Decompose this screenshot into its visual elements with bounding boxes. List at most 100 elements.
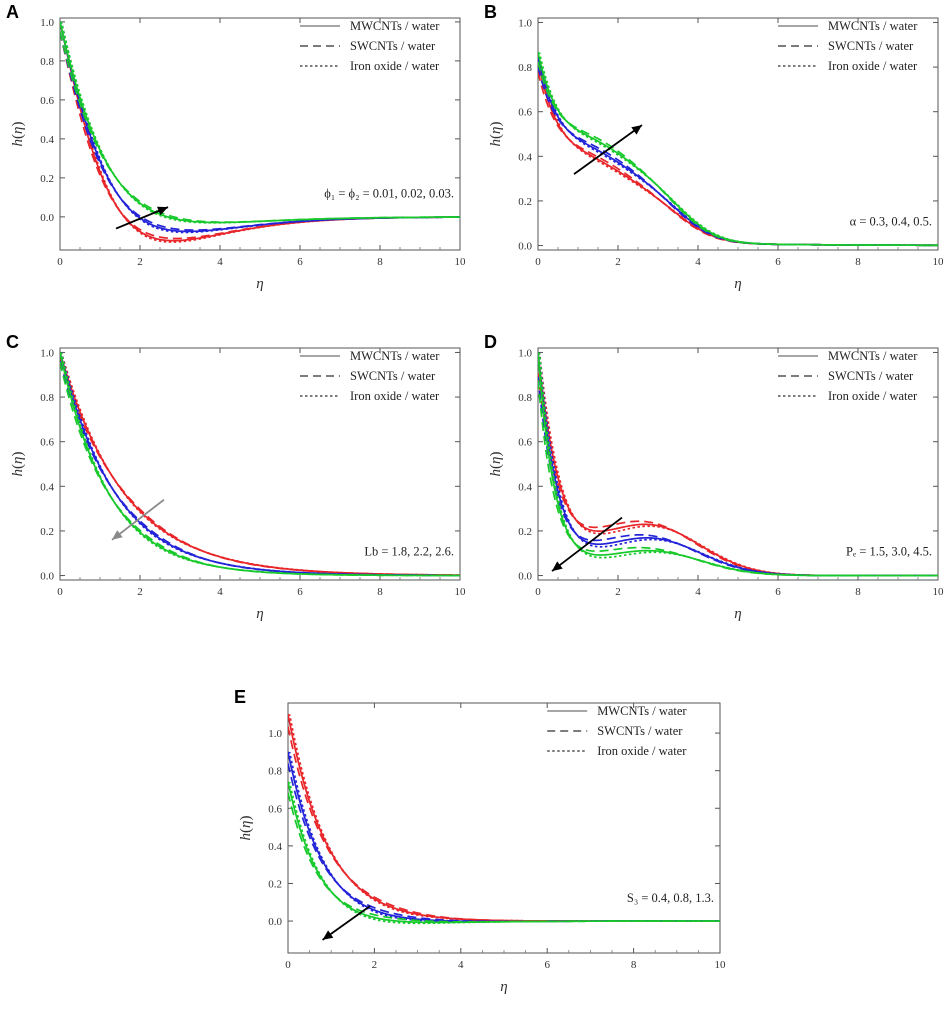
legend-entry: MWCNTs / water	[597, 704, 687, 718]
legend-entry: MWCNTs / water	[828, 349, 918, 363]
legend-entry: MWCNTs / water	[350, 19, 440, 33]
legend-entry: MWCNTs / water	[350, 349, 440, 363]
x-tick-label: 10	[455, 256, 467, 268]
x-tick-label: 4	[695, 256, 701, 268]
series-line	[60, 31, 460, 231]
series-line	[538, 352, 938, 577]
y-tick-label: 1.0	[268, 728, 282, 740]
y-axis-label: h(η)	[238, 816, 254, 841]
series-line	[60, 352, 460, 576]
x-tick-label: 8	[855, 586, 861, 598]
y-tick-label: 0.4	[518, 151, 532, 163]
y-label-function: h	[10, 139, 26, 147]
x-tick-label: 4	[458, 959, 464, 971]
x-tick-label: 8	[855, 256, 861, 268]
x-tick-label: 4	[217, 586, 223, 598]
y-label-paren: )	[238, 816, 254, 821]
y-tick-label: 0.2	[40, 173, 54, 185]
x-tick-label: 0	[57, 256, 63, 268]
x-tick-label: 0	[535, 256, 541, 268]
chart-svg: E0 2 4 6 8 100.00.20.40.60.81.0ηh(η)MWCNTs / …	[234, 687, 727, 995]
parameter-annotation: ϕ₁ = ϕ₂ = 0.01, 0.02, 0.03.	[324, 186, 454, 200]
y-label-function: h	[10, 469, 26, 477]
y-axis-label: h(η)	[488, 452, 504, 477]
arrowhead-icon	[157, 206, 168, 216]
series-line	[60, 21, 460, 224]
y-label-variable: η	[10, 457, 26, 464]
y-label-variable: η	[488, 457, 504, 464]
y-axis-label: h(η)	[10, 122, 26, 147]
x-tick-label: 0	[535, 586, 541, 598]
arrowhead-icon	[552, 561, 563, 572]
chart-svg: A0 2 4 6 8 100.00.20.40.60.81.0ηh(η)MWCNTs / …	[6, 2, 467, 292]
y-label-variable: η	[488, 127, 504, 134]
y-tick-label: 0.6	[40, 437, 54, 449]
y-tick-label: 0.6	[518, 107, 532, 119]
x-tick-label: 2	[615, 586, 621, 598]
y-tick-label: 0.0	[518, 241, 532, 253]
y-tick-label: 0.6	[40, 95, 54, 107]
series-line	[60, 352, 460, 577]
y-tick-label: 0.4	[518, 481, 532, 493]
y-tick-label: 0.2	[518, 196, 532, 208]
series-line	[60, 362, 460, 577]
series-line	[288, 792, 720, 923]
series-line	[60, 352, 460, 577]
chart-svg: D0 2 4 6 8 100.00.20.40.60.81.0ηh(η)MWCNTs / …	[484, 332, 944, 622]
parameter-annotation: α = 0.3, 0.4, 0.5.	[850, 214, 932, 228]
y-label-paren: )	[10, 452, 26, 457]
trend-arrow	[111, 498, 165, 541]
series-line	[60, 21, 460, 234]
series-line	[60, 352, 460, 577]
x-tick-label: 2	[615, 256, 621, 268]
x-tick-label: 0	[57, 586, 63, 598]
arrowhead-icon	[631, 125, 642, 135]
y-tick-label: 0.2	[518, 526, 532, 538]
chart-svg: B0 2 4 6 8 100.00.20.40.60.81.0ηh(η)MWCNTs / …	[484, 2, 945, 292]
arrowhead-icon	[322, 930, 334, 940]
y-tick-label: 0.6	[268, 803, 282, 815]
series-line	[538, 352, 938, 577]
legend-entry: SWCNTs / water	[828, 39, 914, 53]
y-tick-label: 1.0	[40, 17, 54, 29]
series-line	[288, 781, 720, 925]
legend-entry: Iron oxide / water	[350, 389, 440, 403]
x-tick-label: 2	[137, 256, 143, 268]
y-tick-label: 0.8	[518, 62, 532, 74]
legend-entry: Iron oxide / water	[597, 744, 687, 758]
y-label-variable: η	[10, 127, 26, 134]
legend-entry: SWCNTs / water	[597, 724, 683, 738]
legend-entry: SWCNTs / water	[828, 369, 914, 383]
series-line	[60, 21, 460, 242]
x-axis-label: η	[734, 606, 741, 622]
chart-panel-e: E 0 2 4 6 8 10 0.0 0.2 0.4 0.6 0.8 1.0 η h(η) MWCNTs / …	[228, 685, 728, 1025]
y-tick-label: 0.0	[40, 212, 54, 224]
chart-svg: C0 2 4 6 8 100.00.20.40.60.81.0ηh(η)MWCNTs / …	[6, 332, 466, 622]
legend-entry: Iron oxide / water	[350, 59, 440, 73]
x-tick-label: 10	[715, 959, 727, 971]
legend-entry: SWCNTs / water	[350, 39, 436, 53]
x-tick-label: 2	[137, 586, 143, 598]
x-tick-label: 10	[933, 256, 945, 268]
series-line	[538, 352, 938, 577]
trend-arrow	[551, 516, 623, 572]
y-axis-label: h(η)	[488, 122, 504, 147]
x-tick-label: 6	[297, 586, 303, 598]
parameter-annotation: Pₑ = 1.5, 3.0, 4.5.	[846, 544, 932, 558]
y-label-paren: (	[488, 134, 504, 139]
x-axis-label: η	[734, 276, 741, 292]
parameter-annotation: S₃ = 0.4, 0.8, 1.3.	[627, 891, 714, 905]
x-tick-label: 4	[695, 586, 701, 598]
y-tick-label: 0.6	[518, 437, 532, 449]
x-axis-label: η	[256, 606, 263, 622]
parameter-annotation: Lb = 1.8, 2.2, 2.6.	[364, 544, 454, 558]
y-tick-label: 1.0	[518, 347, 532, 359]
panel-letter: E	[234, 687, 246, 707]
series-line	[538, 352, 938, 577]
legend-entry: SWCNTs / water	[350, 369, 436, 383]
panel-letter: C	[6, 332, 19, 352]
x-tick-label: 8	[631, 959, 637, 971]
y-tick-label: 0.8	[518, 392, 532, 404]
y-tick-label: 0.4	[40, 481, 54, 493]
y-tick-label: 0.0	[40, 571, 54, 583]
